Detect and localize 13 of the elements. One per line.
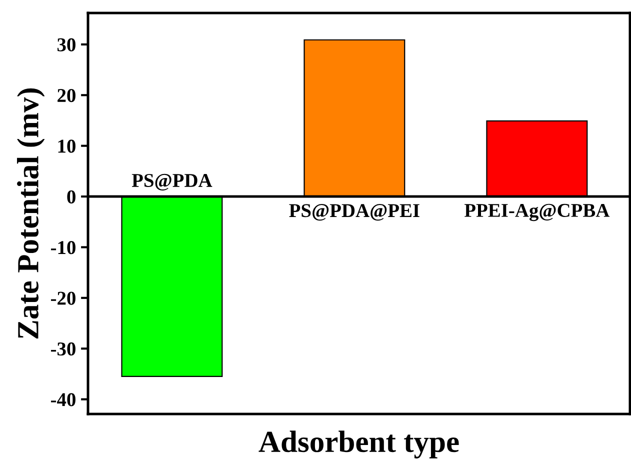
y-axis-title: Zate Potential (mv) — [17, 88, 45, 338]
y-tick-label: -30 — [50, 342, 76, 356]
y-tick-label: -40 — [50, 393, 76, 406]
y-tick-label: 20 — [58, 88, 76, 102]
y-tick-label: 0 — [67, 190, 76, 204]
x-axis-title: Adsorbent type — [258, 430, 459, 458]
x-tick-label: PS@PDA@PEI — [289, 204, 420, 221]
y-tick-label: -10 — [50, 241, 76, 254]
y-tick-label: 10 — [58, 140, 76, 153]
y-tick-label: -20 — [50, 292, 76, 305]
x-tick-label: PPEI-Ag@CPBA — [464, 204, 610, 222]
y-tick-label: 30 — [57, 38, 76, 52]
x-tick-label: PS@PDA — [132, 174, 212, 191]
